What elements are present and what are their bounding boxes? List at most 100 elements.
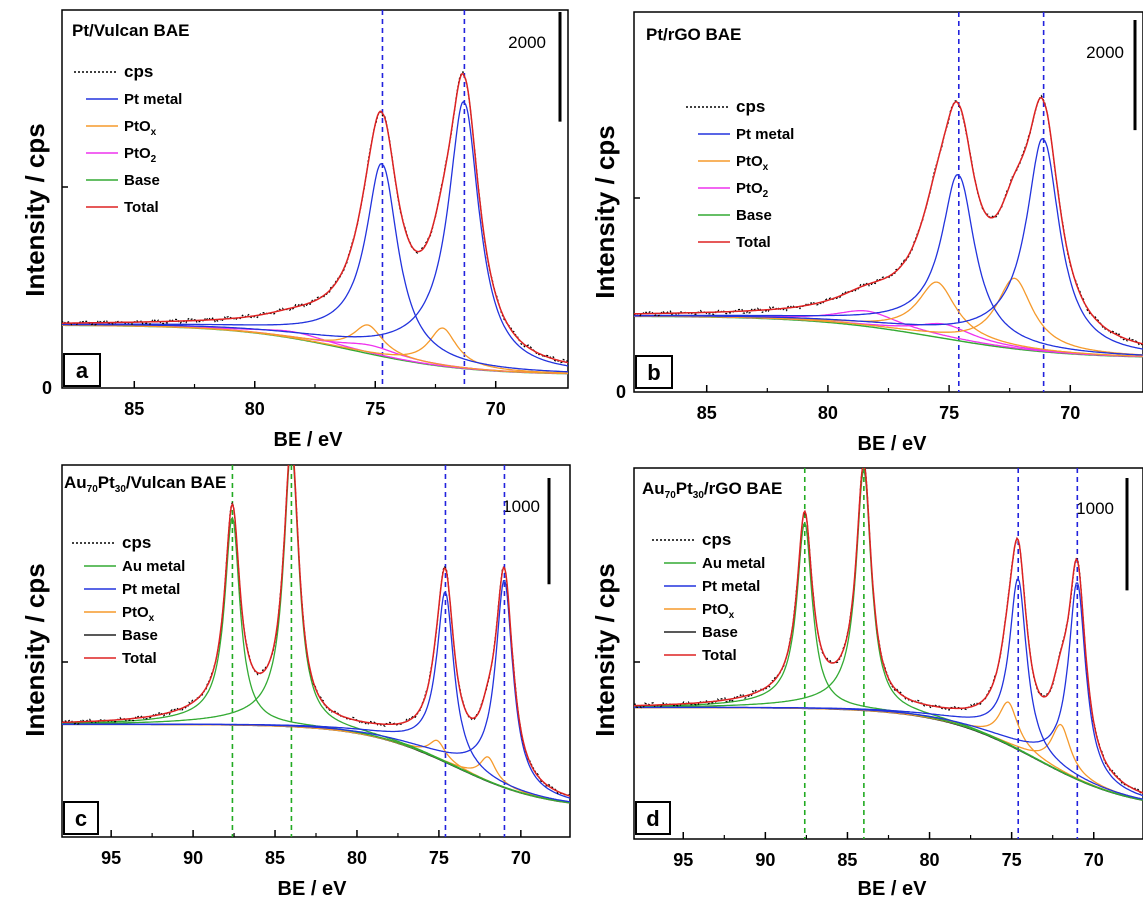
legend-label-text: Pt metal (736, 126, 794, 143)
legend-label-text: Total (702, 647, 737, 664)
legend-label-text: PtO (736, 180, 763, 197)
panel-a: Intensity / cps BE / eV Pt/Vulcan BAE 0 … (20, 9, 569, 451)
panel-title: Au70Pt30/rGO BAE (642, 479, 782, 501)
pt-metal-component (634, 137, 1143, 350)
x-tick-label: 85 (265, 848, 285, 868)
legend-label: cps (122, 533, 151, 552)
legend-label-subscript: x (729, 610, 735, 621)
panel-b: Intensity / cps BE / eV Pt/rGO BAE 0 200… (590, 11, 1143, 455)
x-tick-label: 75 (939, 403, 959, 423)
reference-lines (803, 468, 1079, 839)
legend-label: Total (122, 650, 157, 667)
total-curve (62, 73, 568, 364)
legend-label-text: Base (122, 627, 158, 644)
fit-curves (62, 71, 568, 375)
legend-label: Pt metal (702, 578, 760, 595)
legend-label: cps (702, 530, 731, 549)
scale-bar-label: 2000 (1086, 43, 1124, 62)
legend-label: PtOx (702, 601, 735, 621)
fit-curves (634, 94, 1143, 358)
panel-letter: a (76, 358, 89, 383)
y-axis-label: Intensity / cps (590, 125, 620, 298)
total-curve (634, 96, 1143, 345)
y-tick-label: 0 (42, 378, 52, 398)
x-tick-label: 95 (673, 850, 693, 870)
scale-bar-label: 1000 (1076, 499, 1114, 518)
legend-label: PtOx (124, 118, 157, 138)
panel-letter-box (635, 355, 673, 389)
panel-letter-box (63, 353, 101, 387)
pt-metal-component (634, 582, 1143, 797)
y-axis-label: Intensity / cps (20, 123, 50, 296)
legend-label: cps (124, 62, 153, 81)
legend-label: Total (124, 199, 159, 216)
legend-label: Pt metal (124, 91, 182, 108)
ptox-component (634, 701, 1143, 801)
legend-label-text: Au metal (702, 555, 765, 572)
legend-label: Pt metal (736, 126, 794, 143)
base-curve (62, 723, 570, 804)
legend-label-text: PtO (702, 601, 729, 618)
x-tick-label: 85 (837, 850, 857, 870)
legend-label-subscript: x (763, 162, 769, 173)
legend-label-text: Total (124, 199, 159, 216)
ptox-component (62, 324, 568, 374)
x-tick-label: 95 (101, 848, 121, 868)
legend-label-text: cps (124, 62, 153, 81)
pt-metal-component (634, 173, 1143, 356)
legend-label: Base (702, 624, 738, 641)
legend-label: PtO2 (124, 145, 157, 165)
x-tick-label: 70 (1084, 850, 1104, 870)
ptox-component (634, 281, 1143, 357)
cps-data (62, 71, 568, 364)
x-tick-label: 70 (1060, 403, 1080, 423)
legend-label-subscript: x (149, 613, 155, 624)
x-tick-label: 70 (511, 848, 531, 868)
pt-metal-component (62, 591, 570, 803)
panel-letter: d (646, 806, 659, 831)
x-ticks: 95 90 85 80 75 70 (673, 832, 1104, 870)
panel-letter: b (647, 360, 660, 385)
legend-label-text: Total (122, 650, 157, 667)
legend-label-text: PtO (122, 604, 149, 621)
total-curve (634, 468, 1143, 794)
y-axis-label: Intensity / cps (20, 563, 50, 736)
legend-label: cps (736, 97, 765, 116)
legend-label: Au metal (122, 558, 185, 575)
legend-label-text: PtO (124, 145, 151, 162)
panel-title: Pt/Vulcan BAE (72, 21, 189, 40)
legend: cps Pt metal PtOx PtO2 Base Total (74, 62, 182, 216)
pt-metal-component (62, 162, 568, 373)
x-ticks: 95 90 85 80 75 70 (101, 830, 531, 868)
x-axis-label: BE / eV (858, 878, 928, 900)
legend-label: Base (122, 627, 158, 644)
ptox-component (62, 723, 570, 804)
legend-label-text: Base (702, 624, 738, 641)
x-tick-label: 80 (245, 399, 265, 419)
panel-title: Au70Pt30/Vulcan BAE (64, 473, 226, 495)
legend-label: PtOx (736, 153, 769, 173)
x-tick-label: 75 (365, 399, 385, 419)
x-axis-label: BE / eV (274, 429, 344, 451)
plot-frame (633, 11, 1143, 393)
fit-curves (62, 465, 570, 804)
legend-label: PtO2 (736, 180, 769, 200)
x-tick-label: 90 (183, 848, 203, 868)
panel-title: Pt/rGO BAE (646, 25, 741, 44)
base-curve (634, 315, 1143, 358)
legend-label-text: cps (702, 530, 731, 549)
ptox-component (634, 277, 1143, 356)
au-metal-component (62, 465, 570, 804)
legend-label-text: Pt metal (702, 578, 760, 595)
legend-label-text: Base (124, 172, 160, 189)
legend-label-text: PtO (124, 118, 151, 135)
panel-letter: c (75, 806, 87, 831)
y-tick-label: 0 (616, 382, 626, 402)
pto2-component (634, 315, 1143, 358)
y-axis-label: Intensity / cps (590, 563, 620, 736)
legend-label-text: Total (736, 234, 771, 251)
legend-label-text: PtO (736, 153, 763, 170)
x-tick-label: 80 (818, 403, 838, 423)
